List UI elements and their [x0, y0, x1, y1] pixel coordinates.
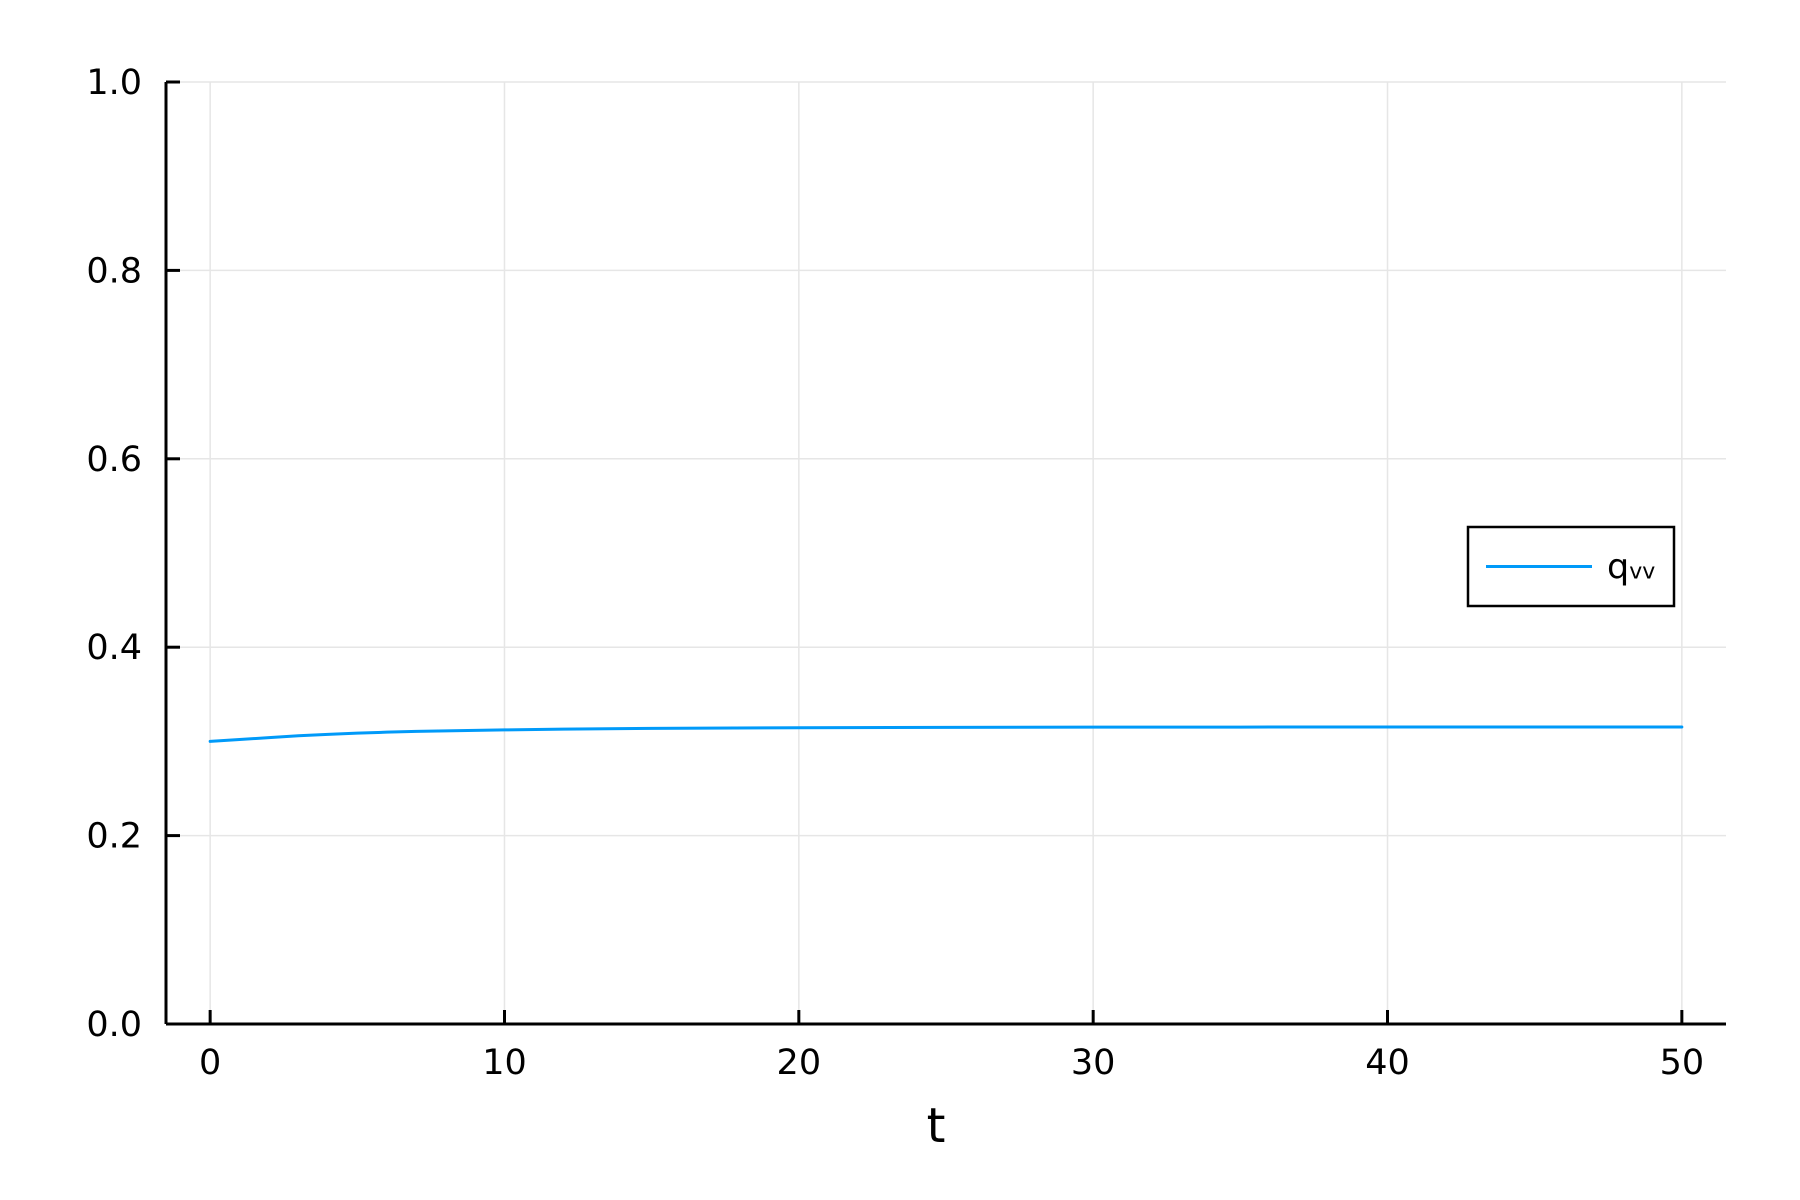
y-tick-label-0.8: 0.8 [86, 251, 142, 291]
y-tick-label-0.4: 0.4 [86, 628, 142, 668]
legend: qvv [1466, 525, 1676, 608]
legend-label-q-vv: qvv [1607, 548, 1655, 588]
x-tick-label-10: 10 [482, 1043, 527, 1083]
legend-series-name: q [1607, 548, 1629, 588]
legend-series-subscript: vv [1629, 560, 1655, 585]
x-tick-label-0: 0 [199, 1043, 221, 1083]
y-tick-label-1.0: 1.0 [86, 63, 142, 103]
series-line-qvv [208, 725, 1684, 743]
y-tick-label-0.0: 0.0 [86, 1005, 142, 1045]
y-tick-label-0.2: 0.2 [86, 817, 142, 857]
series-layer [208, 725, 1684, 743]
axes [164, 82, 1726, 1026]
y-tick-label-0.6: 0.6 [86, 440, 142, 480]
x-axis-title: t [927, 1098, 946, 1154]
x-tick-label-40: 40 [1365, 1043, 1410, 1083]
x-tick-label-30: 30 [1071, 1043, 1116, 1083]
x-tick-label-50: 50 [1660, 1043, 1705, 1083]
x-tick-label-20: 20 [777, 1043, 822, 1083]
ticks: 0 10 20 30 40 50 0.0 0.2 0.4 0.6 0.8 1.0 [86, 63, 1704, 1083]
